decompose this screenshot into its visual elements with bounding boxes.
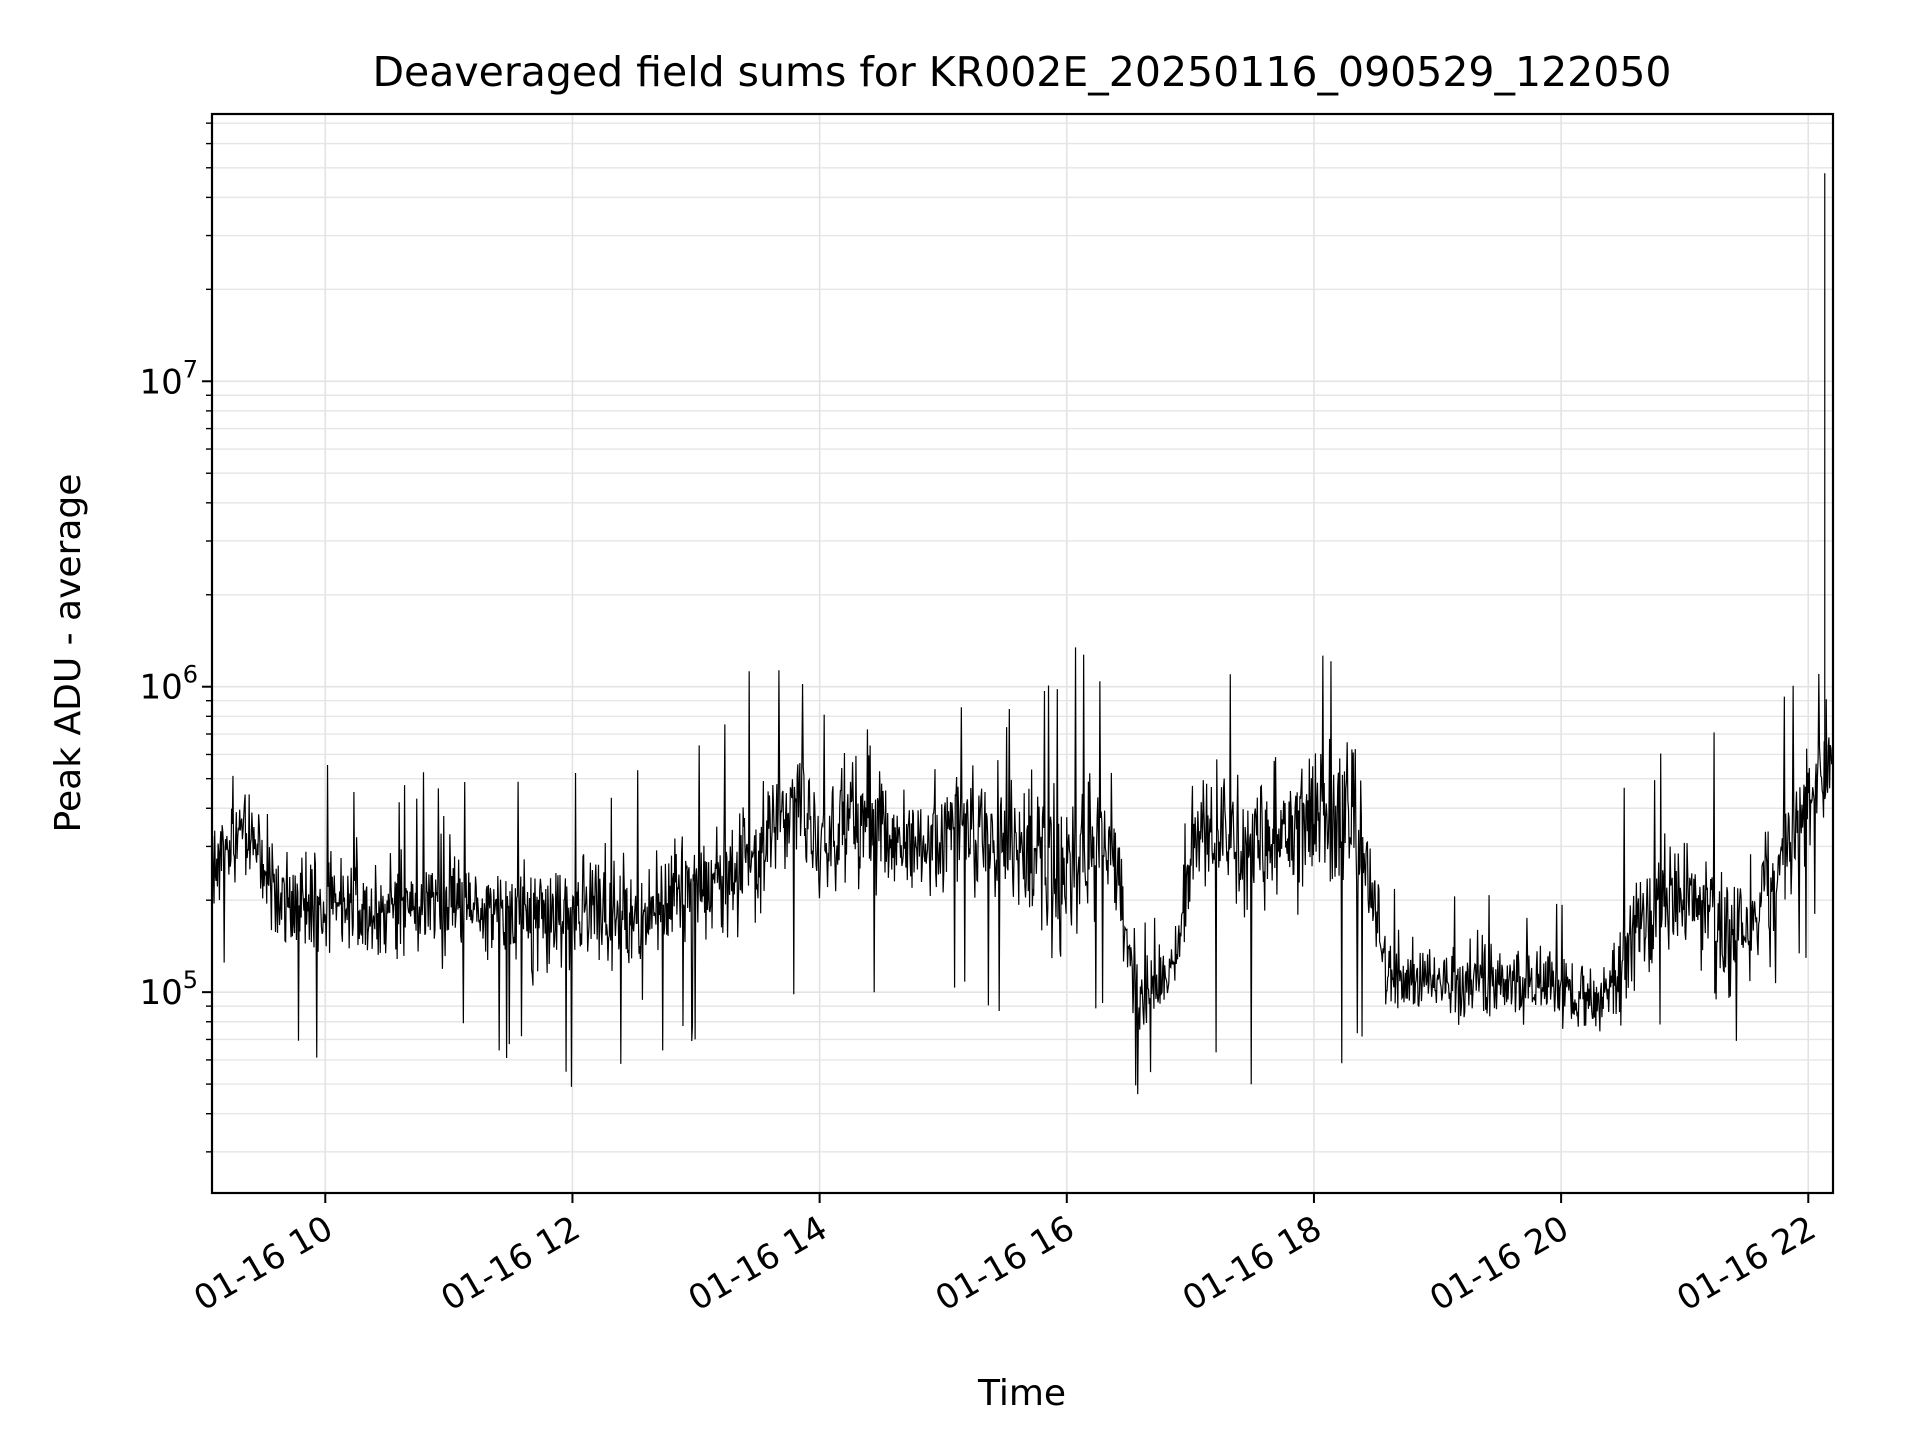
y-tick-label-base: 10 bbox=[139, 668, 182, 708]
x-tick-label: 01-16 18 bbox=[1176, 1208, 1328, 1319]
chart-title: Deaveraged field sums for KR002E_2025011… bbox=[372, 48, 1671, 96]
y-tick-label: 107 bbox=[139, 355, 198, 402]
y-tick-label-exponent: 7 bbox=[183, 355, 198, 383]
y-tick-label: 105 bbox=[139, 966, 198, 1013]
plot-frame bbox=[210, 112, 1835, 1195]
y-tick-label-base: 10 bbox=[139, 973, 182, 1013]
x-tick-label: 01-16 14 bbox=[682, 1208, 834, 1319]
x-axis-label: Time bbox=[977, 1373, 1066, 1414]
x-tick-label: 01-16 22 bbox=[1670, 1208, 1822, 1319]
series-line bbox=[211, 647, 1834, 1095]
x-tick-label: 01-16 16 bbox=[929, 1208, 1081, 1319]
y-tick-label-exponent: 6 bbox=[183, 661, 198, 689]
y-tick-label-base: 10 bbox=[139, 362, 182, 402]
x-tick-label: 01-16 20 bbox=[1423, 1208, 1575, 1319]
y-tick-label-exponent: 5 bbox=[183, 966, 198, 994]
x-tick-label: 01-16 12 bbox=[435, 1208, 587, 1319]
grid bbox=[212, 114, 1833, 1193]
y-tick-label: 106 bbox=[139, 661, 198, 708]
y-axis-label: Peak ADU - average bbox=[48, 474, 89, 833]
x-tick-label: 01-16 10 bbox=[187, 1208, 339, 1319]
series-layer bbox=[211, 173, 1834, 1095]
